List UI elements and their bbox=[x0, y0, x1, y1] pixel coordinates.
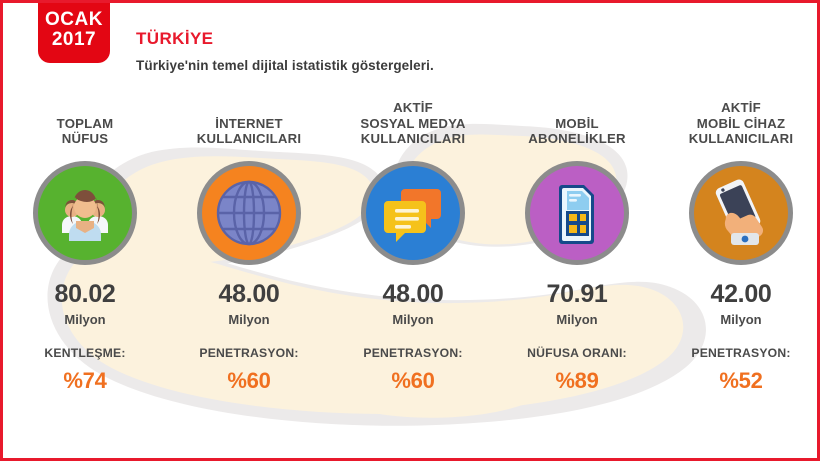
stat-icon-wrap-toplam-nufus bbox=[31, 159, 139, 267]
stat-ratio-label-internet-kullanicilari: PENETRASYON: bbox=[199, 346, 299, 360]
stat-label-line: MOBİL CİHAZ bbox=[696, 115, 786, 131]
stat-label-line: SOSYAL MEDYA bbox=[360, 115, 466, 131]
sim-card-icon bbox=[559, 185, 594, 244]
stat-value-mobil-abonelikler: 70.91 bbox=[546, 280, 608, 308]
icon-circle-purple bbox=[525, 161, 629, 265]
stat-value-toplam-nufus: 80.02 bbox=[54, 280, 116, 308]
page-subtitle: Türkiye'nin temel dijital istatistik gös… bbox=[136, 58, 434, 74]
stat-ratio-label-toplam-nufus: KENTLEŞME: bbox=[44, 346, 126, 360]
stat-value-mobil-cihaz: 42.00 bbox=[710, 280, 772, 308]
stat-column-mobil-cihaz: AKTİF MOBİL CİHAZ KULLANICILARI bbox=[659, 89, 817, 449]
stat-label-mobil-abonelikler: MOBİL ABONELİKLER bbox=[528, 89, 625, 151]
month-badge: OCAK 2017 bbox=[38, 3, 110, 63]
stat-ratio-label-mobil-cihaz: PENETRASYON: bbox=[691, 346, 791, 360]
stat-icon-wrap-mobil-cihaz bbox=[687, 159, 795, 267]
stat-label-line: İNTERNET bbox=[215, 115, 283, 131]
stat-icon-wrap-internet-kullanicilari bbox=[195, 159, 303, 267]
icon-circle-green bbox=[33, 161, 137, 265]
stat-ratio-value-mobil-cihaz: %52 bbox=[719, 368, 763, 393]
stat-column-internet-kullanicilari: İNTERNET KULLANICILARI bbox=[167, 89, 331, 449]
stat-icon-wrap-sosyal-medya bbox=[359, 159, 467, 267]
stat-label-line: NÜFUS bbox=[61, 131, 109, 147]
stat-column-sosyal-medya: AKTİF SOSYAL MEDYA KULLANICILARI bbox=[331, 89, 495, 449]
stat-column-mobil-abonelikler: MOBİL ABONELİKLER bbox=[495, 89, 659, 449]
hand-holding-phone-icon bbox=[715, 179, 764, 246]
stat-label-line: MOBİL bbox=[555, 115, 599, 131]
stat-icon-wrap-mobil-abonelikler bbox=[523, 159, 631, 267]
stat-ratio-label-sosyal-medya: PENETRASYON: bbox=[363, 346, 463, 360]
stat-label-line: AKTİF bbox=[721, 100, 761, 116]
stat-label-mobil-cihaz: AKTİF MOBİL CİHAZ KULLANICILARI bbox=[689, 89, 793, 151]
stat-unit-sosyal-medya: Milyon bbox=[392, 312, 434, 327]
stat-label-sosyal-medya: AKTİF SOSYAL MEDYA KULLANICILARI bbox=[360, 89, 465, 151]
stat-label-line: ABONELİKLER bbox=[528, 131, 626, 147]
stat-ratio-value-internet-kullanicilari: %60 bbox=[227, 368, 271, 393]
stat-ratio-value-mobil-abonelikler: %89 bbox=[555, 368, 599, 393]
stat-label-line: KULLANICILARI bbox=[196, 131, 302, 147]
header-text-block: TÜRKİYE Türkiye'nin temel dijital istati… bbox=[136, 29, 434, 73]
icon-circle-dark-orange bbox=[689, 161, 793, 265]
stat-label-line: AKTİF bbox=[393, 100, 433, 116]
stat-label-line: KULLANICILARI bbox=[688, 131, 794, 147]
page-title: TÜRKİYE bbox=[136, 29, 214, 48]
speech-bubbles-icon bbox=[384, 189, 441, 242]
stat-ratio-label-mobil-abonelikler: NÜFUSA ORANI: bbox=[527, 346, 627, 360]
stat-ratio-value-toplam-nufus: %74 bbox=[63, 368, 107, 393]
people-group-icon bbox=[62, 190, 108, 241]
icon-circle-blue bbox=[361, 161, 465, 265]
stat-label-toplam-nufus: TOPLAM NÜFUS bbox=[57, 89, 114, 151]
stat-value-internet-kullanicilari: 48.00 bbox=[218, 280, 280, 308]
stat-unit-internet-kullanicilari: Milyon bbox=[228, 312, 270, 327]
icon-circle-orange bbox=[197, 161, 301, 265]
stat-label-line: KULLANICILARI bbox=[360, 131, 466, 147]
stat-label-internet-kullanicilari: İNTERNET KULLANICILARI bbox=[197, 89, 301, 151]
stat-value-sosyal-medya: 48.00 bbox=[382, 280, 444, 308]
globe-icon bbox=[216, 180, 282, 246]
stat-unit-mobil-cihaz: Milyon bbox=[720, 312, 762, 327]
stat-ratio-value-sosyal-medya: %60 bbox=[391, 368, 435, 393]
stat-unit-mobil-abonelikler: Milyon bbox=[556, 312, 598, 327]
stats-row: TOPLAM NÜFUS bbox=[3, 89, 817, 449]
stat-column-toplam-nufus: TOPLAM NÜFUS bbox=[3, 89, 167, 449]
month-badge-month: OCAK bbox=[45, 8, 103, 30]
stat-unit-toplam-nufus: Milyon bbox=[64, 312, 106, 327]
stat-label-line: TOPLAM bbox=[56, 115, 114, 131]
month-badge-year: 2017 bbox=[51, 28, 97, 50]
